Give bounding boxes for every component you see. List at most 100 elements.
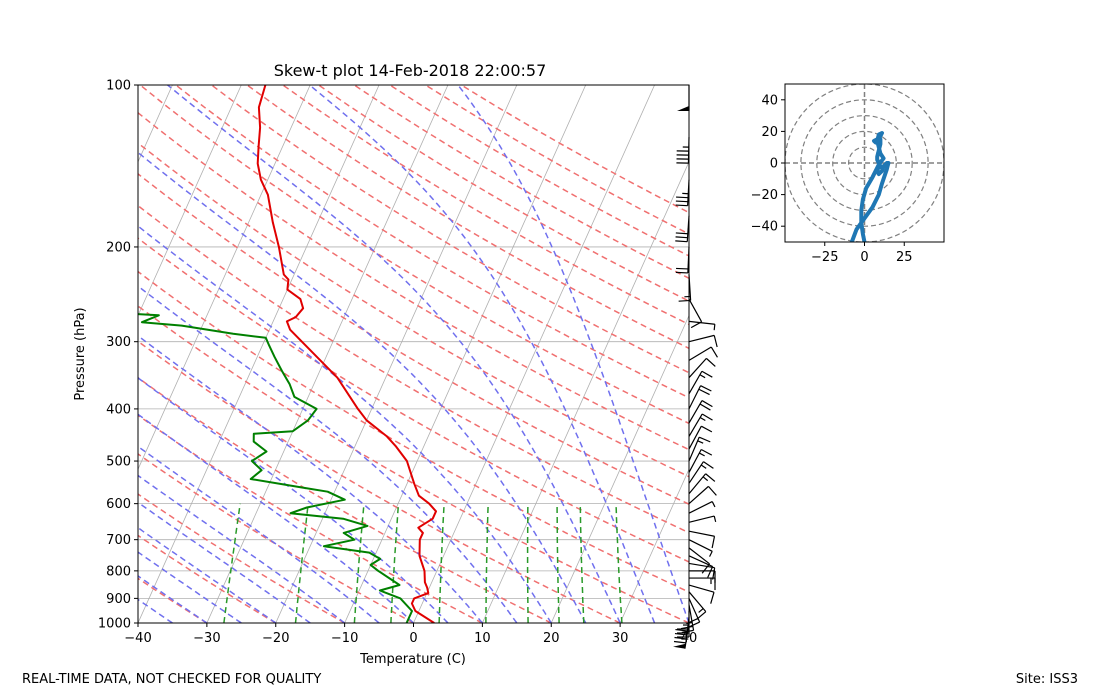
- wind-barb-flag: [673, 643, 686, 649]
- wind-barb: [688, 539, 713, 557]
- isotherm-line: [206, 85, 449, 623]
- hodograph-plot-area: [785, 84, 944, 242]
- isotherm-grid: [0, 85, 689, 623]
- hodograph-line: [849, 131, 891, 242]
- x-tick-label: 10: [474, 631, 491, 646]
- sounding-profiles: [138, 85, 437, 623]
- wind-barb-full: [701, 563, 710, 574]
- wind-barb: [675, 246, 690, 274]
- wind-barb-shaft: [688, 346, 712, 361]
- wind-barb-half: [713, 515, 717, 523]
- wind-barb-full: [675, 232, 688, 235]
- mixing-ratio-line: [390, 503, 400, 623]
- moist-adiabat: [138, 474, 346, 623]
- y-tick-label: 400: [106, 402, 131, 417]
- mixing-ratio-line: [485, 503, 489, 623]
- wind-barb-full: [701, 370, 713, 378]
- hodograph-x-tick-label: 0: [860, 250, 868, 265]
- x-tick-label: 0: [409, 631, 417, 646]
- moist-adiabat: [138, 151, 587, 623]
- dry-adiabat: [138, 172, 689, 506]
- wind-barb: [688, 413, 713, 437]
- moist-adiabat: [138, 445, 380, 623]
- wind-barb: [688, 334, 718, 348]
- isotherm-line: [0, 85, 35, 623]
- wind-barb: [688, 501, 716, 514]
- dry-adiabat: [138, 534, 277, 623]
- moist-adiabat-lines: [138, 85, 689, 623]
- wind-barb-flag: [677, 106, 689, 111]
- dry-adiabat: [138, 270, 689, 593]
- wind-barb-half: [702, 476, 709, 482]
- hodograph-x-tick-label: 25: [896, 250, 913, 265]
- wind-barb: [688, 473, 716, 495]
- quality-disclaimer: REAL-TIME DATA, NOT CHECKED FOR QUALITY: [22, 672, 322, 687]
- temperature-profile: [256, 85, 437, 623]
- wind-barb-full: [686, 617, 699, 624]
- wind-barb: [688, 562, 716, 580]
- y-tick-label: 800: [106, 564, 131, 579]
- hodograph-y-tick-label: 0: [770, 157, 778, 172]
- wind-barb-half: [713, 324, 716, 331]
- wind-barb-shaft: [688, 320, 715, 325]
- wind-barb-shaft: [688, 515, 715, 523]
- isotherm-line: [619, 468, 689, 623]
- dry-adiabat: [425, 85, 689, 235]
- wind-barb-shaft: [688, 334, 715, 343]
- y-tick-label: 100: [106, 79, 131, 94]
- wind-barb-shaft: [688, 473, 707, 495]
- wind-barb: [677, 611, 690, 638]
- wind-barb: [688, 357, 716, 379]
- wind-barb-half: [697, 440, 704, 444]
- hodograph-ticks: −25 0 25 −40 −20 0 20 40: [751, 93, 913, 265]
- wind-barb-full: [675, 204, 688, 207]
- wind-barb-full: [675, 628, 688, 632]
- wind-barb-full: [675, 236, 688, 239]
- wind-barb: [677, 85, 690, 111]
- wind-barb-full: [700, 448, 713, 456]
- moist-adiabat: [138, 413, 415, 623]
- mixing-ratio-line: [556, 503, 560, 623]
- wind-barb: [688, 591, 707, 620]
- isotherm-line: [344, 85, 587, 623]
- wind-barb-shaft: [688, 298, 703, 323]
- dry-adiabat: [318, 85, 689, 302]
- wind-barb-half: [711, 501, 716, 508]
- wind-barb-shaft: [688, 485, 709, 505]
- wind-barb: [688, 485, 717, 505]
- x-tick-label: −30: [193, 631, 220, 646]
- wind-barb: [688, 584, 715, 604]
- wind-barb-full: [705, 357, 716, 367]
- wind-barb-full: [710, 346, 718, 358]
- dry-adiabat: [353, 85, 689, 280]
- wind-barb-full: [675, 240, 688, 243]
- wind-barb-full: [700, 385, 712, 392]
- wind-barb-full: [701, 413, 713, 421]
- wind-barb-shaft: [688, 562, 715, 569]
- wind-barb-shaft: [688, 400, 703, 424]
- wind-barb-full: [688, 621, 700, 628]
- mixing-ratio-line: [615, 503, 623, 623]
- wind-barb-full: [674, 632, 687, 636]
- hodograph-trace: [849, 131, 891, 242]
- y-tick-label: 900: [106, 592, 131, 607]
- wind-barb-full: [699, 436, 711, 443]
- wind-barb-full: [676, 267, 689, 270]
- x-axis-label: Temperature (C): [359, 652, 466, 667]
- wind-barb-full: [703, 461, 714, 469]
- wind-barb: [688, 436, 711, 462]
- y-tick-label: 600: [106, 497, 131, 512]
- wind-barb-full: [675, 271, 688, 274]
- isotherm-line: [275, 85, 518, 623]
- hodograph-y-tick-label: −20: [751, 188, 778, 203]
- wind-barb: [675, 179, 690, 207]
- isotherm-line: [138, 85, 311, 471]
- isobar-grid: [138, 85, 689, 623]
- wind-barb-full: [705, 473, 716, 482]
- isotherm-line: [688, 622, 689, 623]
- wind-barb-shaft: [688, 584, 715, 593]
- wind-barb-half: [699, 374, 706, 379]
- dry-adiabat: [389, 85, 689, 257]
- wind-barb-full: [713, 335, 718, 348]
